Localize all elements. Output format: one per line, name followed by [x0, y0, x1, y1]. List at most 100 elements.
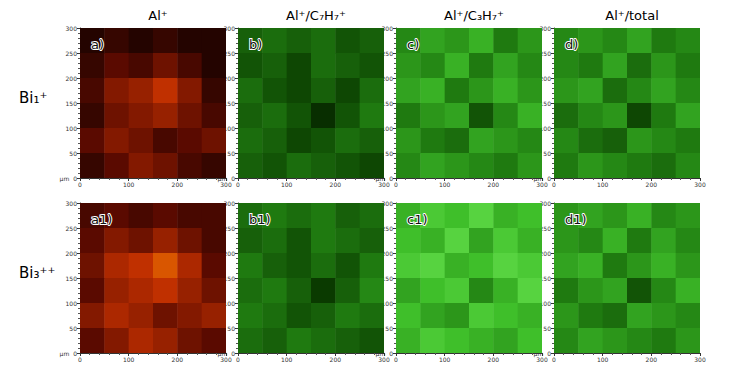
- svg-text:200: 200: [488, 181, 500, 188]
- svg-text:250: 250: [223, 224, 235, 232]
- svg-text:Al⁺: Al⁺: [148, 8, 167, 23]
- svg-text:100: 100: [597, 356, 609, 363]
- svg-text:0: 0: [394, 181, 398, 188]
- svg-text:0: 0: [78, 181, 82, 188]
- svg-text:200: 200: [330, 356, 342, 363]
- svg-text:100: 100: [123, 356, 135, 363]
- svg-text:300: 300: [66, 25, 78, 32]
- svg-text:0: 0: [394, 356, 398, 363]
- svg-text:0: 0: [547, 175, 551, 182]
- svg-text:d1): d1): [565, 212, 587, 227]
- svg-text:50: 50: [69, 150, 77, 157]
- svg-text:100: 100: [66, 300, 78, 307]
- svg-text:300: 300: [66, 200, 78, 207]
- svg-text:100: 100: [539, 124, 551, 132]
- svg-text:200: 200: [330, 181, 342, 188]
- svg-text:250: 250: [66, 225, 78, 232]
- svg-text:300: 300: [220, 181, 232, 188]
- svg-text:150: 150: [223, 274, 235, 282]
- svg-text:0: 0: [547, 350, 551, 357]
- svg-text:200: 200: [488, 356, 500, 363]
- svg-text:200: 200: [66, 250, 78, 257]
- svg-text:200: 200: [539, 74, 551, 82]
- svg-text:0: 0: [236, 356, 240, 363]
- svg-text:200: 200: [66, 75, 78, 82]
- svg-text:150: 150: [381, 99, 393, 107]
- svg-text:300: 300: [381, 24, 393, 32]
- svg-text:a): a): [91, 37, 104, 52]
- svg-text:0: 0: [552, 356, 556, 363]
- svg-text:150: 150: [66, 100, 78, 107]
- svg-text:0: 0: [552, 181, 556, 188]
- svg-text:100: 100: [597, 181, 609, 188]
- svg-text:0: 0: [231, 350, 235, 357]
- svg-text:a1): a1): [91, 212, 112, 227]
- svg-text:300: 300: [220, 356, 232, 363]
- svg-text:c1): c1): [407, 212, 428, 227]
- svg-text:µm: µm: [60, 350, 70, 358]
- svg-text:100: 100: [381, 299, 393, 307]
- svg-text:200: 200: [381, 249, 393, 257]
- svg-text:50: 50: [385, 150, 393, 157]
- svg-text:0: 0: [389, 350, 393, 357]
- svg-text:100: 100: [439, 181, 451, 188]
- svg-text:0: 0: [231, 175, 235, 182]
- svg-text:150: 150: [539, 99, 551, 107]
- svg-text:200: 200: [646, 181, 658, 188]
- svg-text:0: 0: [73, 175, 77, 182]
- svg-text:250: 250: [66, 50, 78, 57]
- svg-text:300: 300: [539, 24, 551, 32]
- svg-text:150: 150: [381, 274, 393, 282]
- svg-text:100: 100: [223, 299, 235, 307]
- svg-text:100: 100: [281, 181, 293, 188]
- svg-text:0: 0: [236, 181, 240, 188]
- svg-text:0: 0: [389, 175, 393, 182]
- svg-text:Al⁺/C₃H₇⁺: Al⁺/C₃H₇⁺: [444, 8, 504, 23]
- svg-text:300: 300: [381, 199, 393, 207]
- svg-text:100: 100: [66, 125, 78, 132]
- svg-text:Bi₃⁺⁺: Bi₃⁺⁺: [19, 264, 55, 282]
- svg-text:50: 50: [543, 325, 551, 332]
- svg-text:50: 50: [69, 325, 77, 332]
- svg-text:100: 100: [123, 181, 135, 188]
- svg-text:300: 300: [378, 181, 390, 188]
- svg-text:200: 200: [223, 74, 235, 82]
- svg-text:300: 300: [536, 356, 548, 363]
- svg-text:200: 200: [172, 356, 184, 363]
- svg-text:d): d): [565, 37, 578, 52]
- svg-text:Bi₁⁺: Bi₁⁺: [19, 89, 47, 107]
- svg-text:200: 200: [646, 356, 658, 363]
- svg-text:300: 300: [223, 199, 235, 207]
- svg-text:300: 300: [223, 24, 235, 32]
- svg-text:100: 100: [381, 124, 393, 132]
- svg-text:Al⁺/total: Al⁺/total: [605, 8, 658, 23]
- svg-text:100: 100: [439, 356, 451, 363]
- svg-text:0: 0: [78, 356, 82, 363]
- svg-text:c): c): [407, 37, 419, 52]
- svg-text:b): b): [249, 37, 262, 52]
- svg-text:150: 150: [66, 275, 78, 282]
- svg-text:50: 50: [227, 325, 235, 332]
- svg-text:300: 300: [536, 181, 548, 188]
- svg-text:150: 150: [223, 99, 235, 107]
- svg-text:b1): b1): [249, 212, 271, 227]
- svg-text:250: 250: [381, 49, 393, 57]
- svg-text:300: 300: [694, 181, 706, 188]
- svg-text:100: 100: [539, 299, 551, 307]
- svg-text:200: 200: [381, 74, 393, 82]
- svg-text:250: 250: [381, 224, 393, 232]
- svg-text:300: 300: [378, 356, 390, 363]
- svg-text:250: 250: [223, 49, 235, 57]
- svg-text:300: 300: [694, 356, 706, 363]
- svg-text:µm: µm: [60, 175, 70, 183]
- svg-text:100: 100: [223, 124, 235, 132]
- svg-text:50: 50: [543, 150, 551, 157]
- svg-text:200: 200: [172, 181, 184, 188]
- svg-text:0: 0: [73, 350, 77, 357]
- svg-text:Al⁺/C₇H₇⁺: Al⁺/C₇H₇⁺: [286, 8, 346, 23]
- svg-text:200: 200: [223, 249, 235, 257]
- svg-text:250: 250: [539, 49, 551, 57]
- svg-text:100: 100: [281, 356, 293, 363]
- svg-text:50: 50: [385, 325, 393, 332]
- svg-text:50: 50: [227, 150, 235, 157]
